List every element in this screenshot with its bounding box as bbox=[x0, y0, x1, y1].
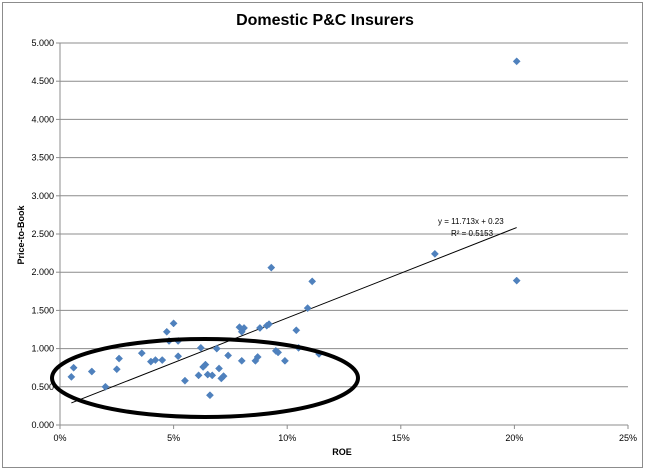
y-tick-label: 1.500 bbox=[31, 305, 54, 315]
x-tick-labels: 0% 5% 10% 15% 20% 25% bbox=[53, 433, 637, 443]
trendline-r2: R² = 0.5153 bbox=[451, 229, 494, 238]
x-tick-label: 10% bbox=[278, 433, 296, 443]
data-point bbox=[430, 249, 439, 258]
data-point bbox=[240, 324, 248, 332]
data-point bbox=[162, 327, 171, 336]
gridlines bbox=[60, 42, 628, 388]
y-tick-labels: 0.000 0.500 1.000 1.500 2.000 2.500 3.000 3.500… bbox=[31, 38, 54, 430]
data-point bbox=[267, 263, 276, 272]
data-point bbox=[169, 319, 178, 328]
data-point bbox=[112, 365, 121, 374]
data-point bbox=[292, 326, 301, 335]
x-axis-title: ROE bbox=[332, 447, 352, 457]
data-point bbox=[137, 349, 146, 358]
data-point bbox=[253, 353, 262, 361]
chart-frame bbox=[2, 2, 643, 468]
data-point bbox=[280, 356, 289, 365]
data-point bbox=[101, 382, 110, 391]
y-tick-label: 5.000 bbox=[31, 38, 54, 48]
x-tick-label: 0% bbox=[53, 433, 66, 443]
data-point bbox=[255, 324, 264, 332]
axes bbox=[56, 42, 629, 429]
data-point bbox=[181, 376, 189, 385]
y-tick-label: 2.500 bbox=[31, 229, 54, 239]
data-point bbox=[208, 371, 217, 380]
y-tick-label: 2.000 bbox=[31, 267, 54, 277]
trendline-equation: y = 11.713x + 0.23 bbox=[438, 217, 504, 226]
trendline-group bbox=[71, 227, 517, 404]
data-point bbox=[115, 354, 124, 363]
data-point bbox=[308, 277, 317, 286]
x-tick-label: 5% bbox=[167, 433, 180, 443]
data-point bbox=[87, 367, 96, 376]
x-tick-label: 20% bbox=[505, 433, 523, 443]
y-tick-label: 0.500 bbox=[31, 382, 54, 392]
data-point bbox=[158, 356, 167, 365]
data-point bbox=[196, 343, 205, 352]
data-point bbox=[237, 356, 246, 365]
data-point bbox=[265, 320, 273, 329]
trendline bbox=[71, 227, 517, 404]
data-point bbox=[69, 363, 78, 372]
data-point bbox=[274, 348, 283, 357]
data-point bbox=[67, 372, 76, 381]
data-point bbox=[151, 356, 160, 365]
data-point bbox=[203, 370, 212, 379]
data-point bbox=[205, 391, 214, 400]
data-point bbox=[201, 360, 210, 369]
x-tick-label: 25% bbox=[619, 433, 637, 443]
y-tick-label: 4.000 bbox=[31, 114, 54, 124]
y-tick-label: 4.500 bbox=[31, 76, 54, 86]
y-tick-label: 0.000 bbox=[31, 420, 54, 430]
data-point bbox=[512, 57, 521, 66]
y-axis-title: Price-to-Book bbox=[16, 205, 26, 265]
x-tick-label: 15% bbox=[392, 433, 410, 443]
data-point bbox=[194, 371, 203, 380]
data-point bbox=[303, 304, 312, 313]
data-point bbox=[219, 372, 228, 381]
data-point bbox=[215, 364, 223, 373]
data-point bbox=[512, 276, 521, 285]
data-point bbox=[224, 351, 233, 360]
y-tick-label: 1.000 bbox=[31, 344, 54, 354]
data-point bbox=[174, 352, 183, 361]
highlight-ellipse bbox=[50, 337, 360, 419]
chart-title: Domestic P&C Insurers bbox=[236, 12, 414, 29]
y-tick-label: 3.000 bbox=[31, 191, 54, 201]
y-tick-label: 3.500 bbox=[31, 153, 54, 163]
data-point bbox=[212, 344, 221, 353]
